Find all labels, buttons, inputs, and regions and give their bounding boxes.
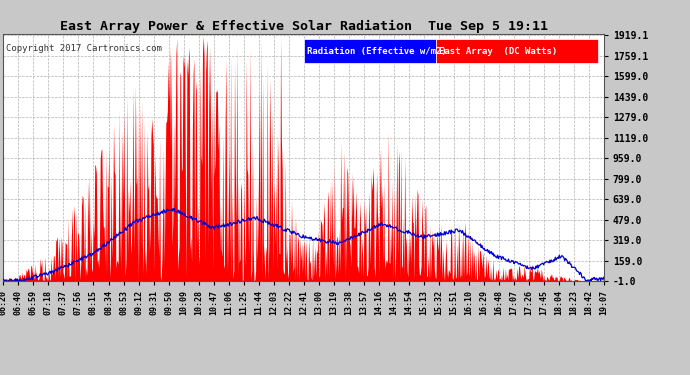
Title: East Array Power & Effective Solar Radiation  Tue Sep 5 19:11: East Array Power & Effective Solar Radia… [59, 20, 548, 33]
Text: East Array  (DC Watts): East Array (DC Watts) [439, 46, 557, 56]
Bar [435, 39, 598, 63]
Text: Radiation (Effective w/m2): Radiation (Effective w/m2) [306, 46, 446, 56]
Bar [304, 39, 435, 63]
Text: Copyright 2017 Cartronics.com: Copyright 2017 Cartronics.com [6, 44, 162, 53]
